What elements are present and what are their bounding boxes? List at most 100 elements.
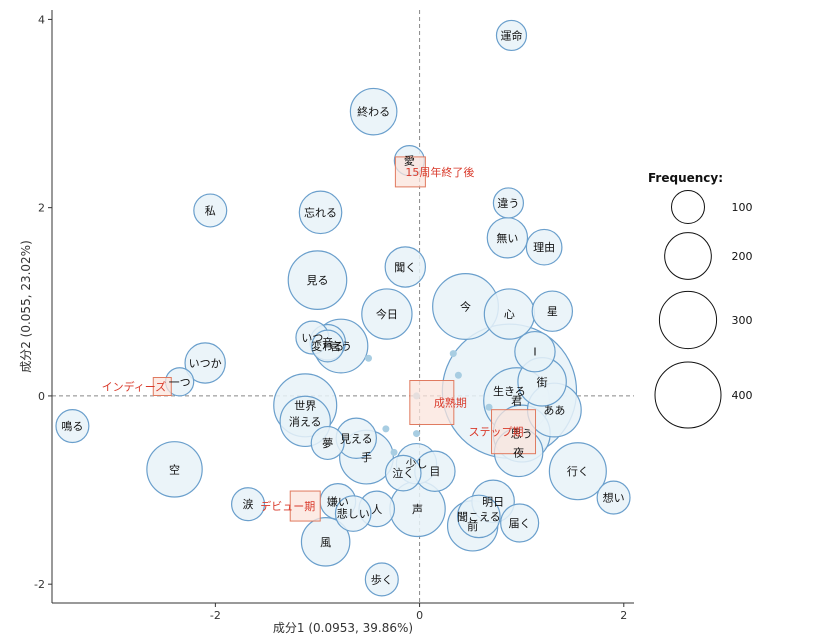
word-label: 嫌い	[327, 494, 349, 508]
group-marker[interactable]	[152, 377, 172, 397]
word-bubble[interactable]	[55, 409, 90, 444]
word-label: 見える	[340, 432, 373, 445]
word-label: 愛	[404, 155, 415, 168]
small-point	[454, 371, 462, 379]
word-label: 見る	[306, 274, 328, 287]
word-bubble[interactable]	[334, 495, 372, 532]
legend-circle	[671, 190, 705, 224]
small-point	[390, 448, 398, 456]
word-label: I	[533, 346, 536, 359]
x-tick-label: 2	[620, 609, 627, 622]
legend-label: 200	[732, 250, 753, 263]
word-label: 終わる	[357, 105, 390, 119]
word-label: 想い	[603, 491, 625, 505]
group-label: ステップ期	[469, 426, 524, 439]
word-bubble[interactable]	[184, 342, 226, 384]
word-bubble[interactable]	[300, 517, 351, 567]
word-label: 音	[322, 335, 333, 349]
word-bubble[interactable]	[310, 425, 345, 461]
word-bubble[interactable]	[311, 329, 345, 363]
word-label: 変わる	[311, 339, 344, 353]
y-tick-label: 4	[38, 13, 45, 26]
y-tick-label: 2	[38, 202, 45, 215]
word-label: 聞こえる	[457, 510, 501, 523]
word-label: 無い	[496, 231, 518, 245]
word-label: 理由	[533, 240, 555, 254]
word-label: ああ	[543, 404, 565, 417]
word-bubble[interactable]	[384, 454, 422, 492]
word-label: 届く	[509, 517, 531, 530]
word-label: 手	[361, 450, 372, 464]
word-bubble[interactable]	[384, 246, 427, 288]
word-label: 空	[169, 462, 180, 476]
word-label: 言う	[330, 340, 352, 353]
word-label: 涙	[243, 497, 254, 511]
word-label: 明日	[482, 495, 504, 508]
word-label: 悲しい	[337, 507, 370, 521]
legend-label: 400	[732, 389, 753, 402]
word-bubble[interactable]	[596, 480, 631, 515]
word-bubble[interactable]	[361, 288, 413, 340]
y-tick-label: -2	[34, 578, 45, 591]
word-label: 夢	[322, 437, 333, 450]
legend-label: 300	[732, 314, 753, 327]
word-label: 声	[412, 502, 423, 516]
word-label: 忘れる	[304, 205, 337, 219]
word-bubble[interactable]	[456, 494, 501, 539]
word-bubble[interactable]	[146, 441, 203, 498]
word-bubble[interactable]	[514, 330, 556, 373]
word-label: 今日	[376, 307, 398, 321]
group-marker[interactable]	[289, 490, 321, 522]
y-tick-label: 0	[38, 390, 45, 403]
group-label: インディーズ	[102, 380, 167, 394]
x-tick-label: 0	[416, 609, 423, 622]
word-label: 今	[460, 300, 471, 314]
legend-circle	[664, 232, 712, 280]
x-axis-title: 成分1 (0.0953, 39.86%)	[273, 621, 413, 635]
word-bubble[interactable]	[548, 442, 607, 501]
word-label: 泣く	[392, 466, 414, 480]
word-bubble[interactable]	[298, 190, 343, 235]
word-label: 目	[429, 465, 440, 478]
word-label: 歩く	[371, 572, 393, 586]
group-label: 成熟期	[434, 396, 467, 410]
word-bubble[interactable]	[492, 187, 525, 219]
word-label: 聞く	[394, 261, 416, 274]
legend-title: Frequency:	[648, 171, 723, 185]
word-label: 心	[504, 308, 515, 321]
word-bubble[interactable]	[364, 562, 399, 597]
word-bubble[interactable]	[495, 19, 528, 52]
word-bubble[interactable]	[500, 503, 540, 543]
group-label: 15周年終了後	[405, 165, 474, 179]
group-marker[interactable]	[409, 380, 455, 426]
word-label: 違う	[497, 197, 519, 210]
group-marker[interactable]	[491, 409, 537, 455]
x-tick-label: -2	[210, 609, 221, 622]
word-label: 消える	[289, 414, 322, 428]
word-label: 街	[537, 375, 548, 389]
word-bubble[interactable]	[349, 87, 398, 136]
word-bubble[interactable]	[193, 193, 228, 228]
word-bubble[interactable]	[287, 250, 348, 310]
legend-circle	[654, 361, 722, 429]
small-point	[449, 350, 457, 358]
group-marker[interactable]	[394, 156, 426, 188]
group-label: デビュー期	[260, 499, 315, 513]
word-label: 人	[371, 503, 382, 516]
word-label: 夜	[513, 445, 524, 459]
word-label: 星	[547, 305, 558, 318]
small-point	[413, 430, 421, 438]
word-label: いつ	[301, 332, 323, 345]
word-label: 鳴る	[61, 419, 83, 433]
word-label: 君	[511, 395, 522, 408]
word-label: 風	[320, 536, 331, 549]
word-bubble[interactable]	[231, 487, 266, 522]
word-bubble[interactable]	[525, 228, 563, 266]
small-point	[365, 354, 373, 362]
word-bubble[interactable]	[531, 290, 574, 332]
legend-circle	[658, 290, 718, 350]
word-label: 一つ	[169, 376, 191, 389]
legend-label: 100	[732, 201, 753, 214]
